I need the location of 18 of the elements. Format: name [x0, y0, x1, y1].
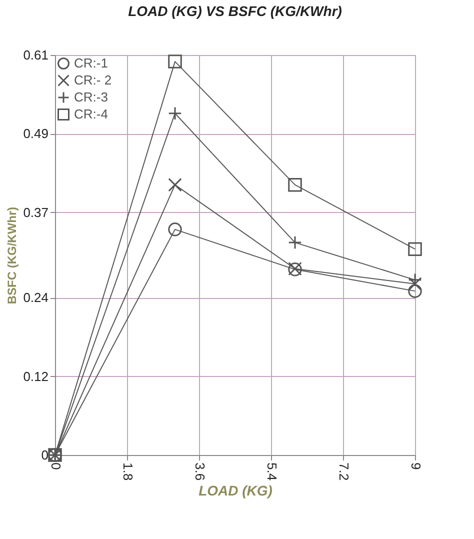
legend-label: CR:-1: [74, 56, 108, 70]
x-tick-label: 3.6: [192, 462, 208, 481]
x-tick-label: 5.4: [264, 462, 280, 481]
y-tick-label: 0.12: [23, 368, 48, 384]
chart-title: LOAD (KG) VS BSFC (KG/KWhr): [128, 3, 342, 19]
legend-label: CR:-3: [74, 90, 108, 104]
y-tick-label: 0.49: [23, 126, 48, 142]
y-axis-title: BSFC (KG/KWhr): [5, 206, 20, 304]
x-tick-label: 0: [48, 462, 64, 470]
legend-label: CR:- 2: [74, 72, 112, 88]
x-axis-title: LOAD (KG): [198, 482, 273, 499]
x-tick-label: 1.8: [120, 462, 136, 481]
x-tick-label: 7.2: [336, 462, 352, 481]
x-tick-label: 9: [408, 462, 424, 470]
y-tick-label: 0.37: [23, 204, 48, 220]
legend-label: CR:-4: [74, 106, 108, 122]
y-tick-label: 0.24: [23, 290, 48, 306]
y-tick-label: 0.61: [23, 48, 48, 62]
